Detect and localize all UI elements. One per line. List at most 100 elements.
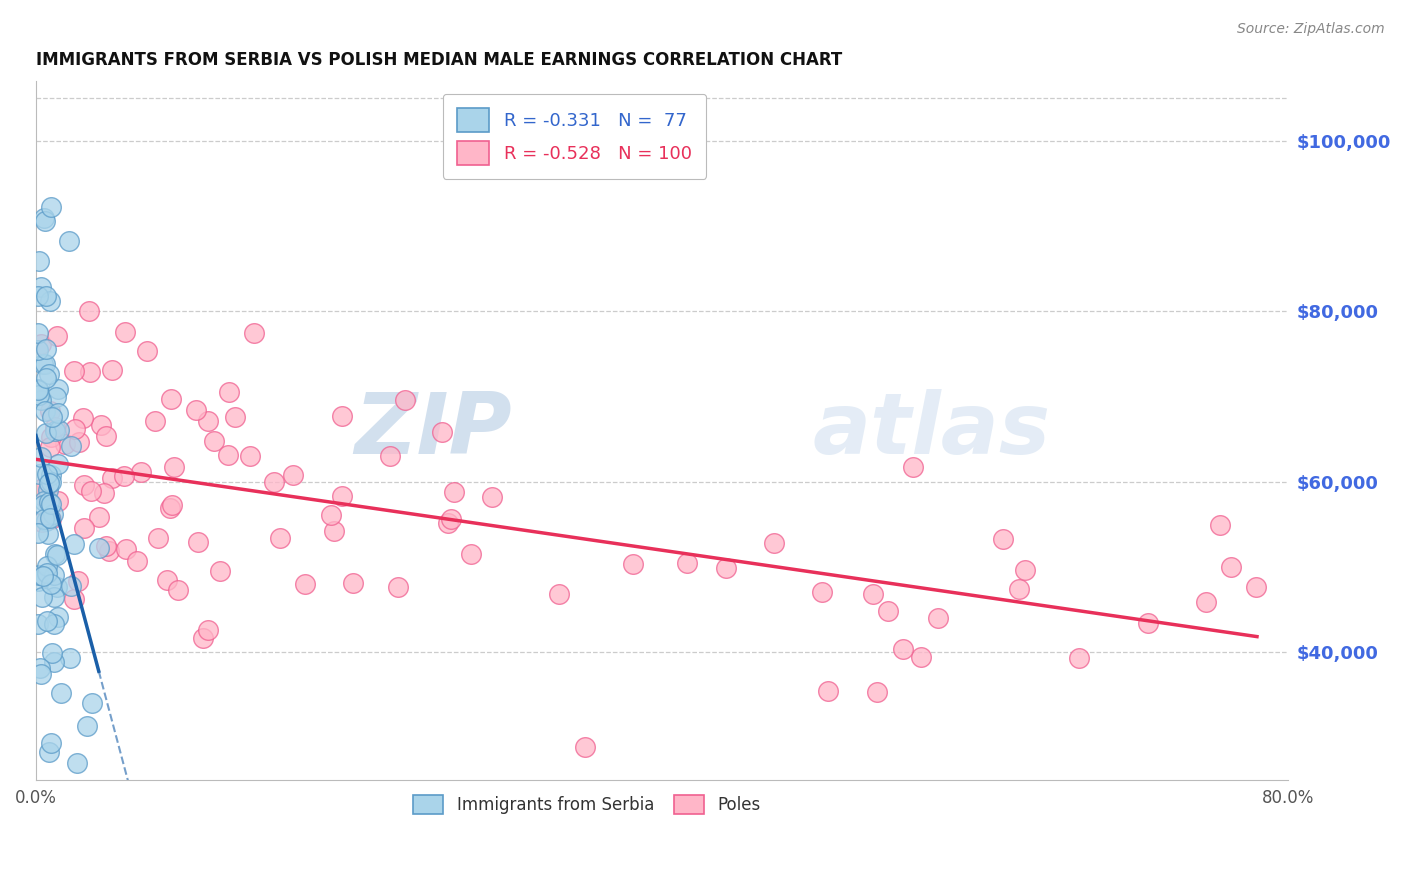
Point [30,336,52,351]
Point [862,587,884,601]
Point [184,403,207,417]
Point [481,491,503,505]
Text: IMMIGRANTS FROM SERBIA VS POLISH MEDIAN MALE EARNINGS CORRELATION CHART: IMMIGRANTS FROM SERBIA VS POLISH MEDIAN … [37,51,842,69]
Point [76,719,98,733]
Point [380,449,402,463]
Point [41,646,63,660]
Point [46,610,69,624]
Point [46,457,69,471]
Point [394,392,416,407]
Point [910,649,932,664]
Point [224,410,246,425]
Point [65,422,87,436]
Point [30,450,52,465]
Point [191,632,214,646]
Point [28,467,51,481]
Point [716,561,738,575]
Point [46,382,69,396]
Point [97,544,120,558]
Point [31,516,53,530]
Point [27,617,49,632]
Point [34,214,56,228]
Point [136,343,159,358]
Point [27,382,49,396]
Point [63,364,86,378]
Point [281,467,304,482]
Point [39,200,62,214]
Point [38,744,60,758]
Point [30,661,52,675]
Point [46,548,69,562]
Point [37,614,59,628]
Point [239,450,262,464]
Point [927,611,949,625]
Point [35,342,58,356]
Point [42,508,65,522]
Point [208,564,231,578]
Point [187,535,209,549]
Point [66,756,89,771]
Point [443,485,465,500]
Point [440,512,463,526]
Point [30,667,52,681]
Point [72,410,94,425]
Point [991,532,1014,546]
Point [1136,616,1159,631]
Point [41,409,63,424]
Point [269,531,291,545]
Point [1208,518,1230,533]
Point [67,435,90,450]
Point [27,388,49,402]
Point [48,423,70,437]
Point [148,531,170,545]
Point [676,556,699,570]
Point [28,253,51,268]
Point [38,404,60,418]
Point [39,511,62,525]
Point [876,604,898,618]
Point [80,484,103,499]
Point [160,392,183,406]
Point [39,736,62,750]
Point [1008,582,1031,597]
Point [41,512,63,526]
Point [34,358,56,372]
Point [44,655,66,669]
Point [901,459,924,474]
Point [46,580,69,594]
Point [436,516,458,530]
Point [77,304,100,318]
Point [866,685,889,699]
Point [166,583,188,598]
Point [27,526,49,541]
Point [163,460,186,475]
Point [197,623,219,637]
Point [143,414,166,428]
Point [621,557,644,571]
Point [31,498,53,512]
Point [66,574,89,589]
Point [160,499,183,513]
Point [35,566,58,580]
Point [39,497,62,511]
Point [330,489,353,503]
Point [39,475,62,490]
Point [330,409,353,424]
Point [27,289,49,303]
Text: ZIP: ZIP [354,389,512,473]
Text: Source: ZipAtlas.com: Source: ZipAtlas.com [1237,22,1385,37]
Point [35,558,58,573]
Point [159,501,181,516]
Point [35,288,58,302]
Point [59,650,82,665]
Point [263,475,285,489]
Point [101,471,124,485]
Point [37,483,59,497]
Point [1219,559,1241,574]
Point [127,554,149,568]
Point [156,573,179,587]
Point [58,235,80,249]
Point [42,568,65,582]
Point [547,587,569,601]
Point [59,439,82,453]
